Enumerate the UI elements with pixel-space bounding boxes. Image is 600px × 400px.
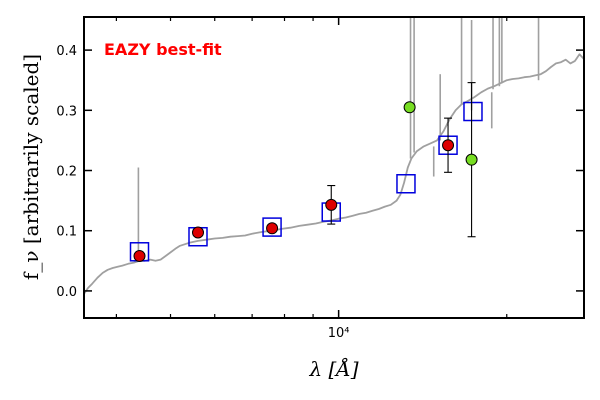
observed-flux-point <box>133 249 146 262</box>
outlier-flux-point <box>403 101 416 114</box>
outlier-flux-point <box>465 153 478 166</box>
observed-flux-point <box>325 198 338 211</box>
model-spectrum-line <box>83 53 585 295</box>
template-flux-square <box>262 217 282 237</box>
template-flux-square <box>396 174 416 194</box>
y-tick-label: 0.4 <box>56 44 77 59</box>
y-tick-label: 0.3 <box>56 104 77 119</box>
axis-ticks: 0.0 0.1 0.2 0.3 0.4 10⁴ <box>56 17 584 341</box>
y-tick-label: 0.1 <box>56 225 77 240</box>
y-tick-label: 0.0 <box>56 285 77 300</box>
axes-frame-border <box>83 16 585 319</box>
axes-frame <box>83 16 585 319</box>
plot-area <box>83 17 585 295</box>
observed-flux-point <box>442 139 455 152</box>
x-tick-label: 10⁴ <box>328 326 350 341</box>
annotation-label: EAZY best-fit <box>104 40 222 59</box>
template-flux-square <box>463 101 483 122</box>
observed-flux-point <box>266 222 279 235</box>
x-axis-label: λ [Å] <box>308 356 358 381</box>
y-tick-label: 0.2 <box>56 165 77 180</box>
y-axis-label: f_ν [arbitrarily scaled] <box>19 54 43 280</box>
observed-flux-point <box>191 226 204 239</box>
